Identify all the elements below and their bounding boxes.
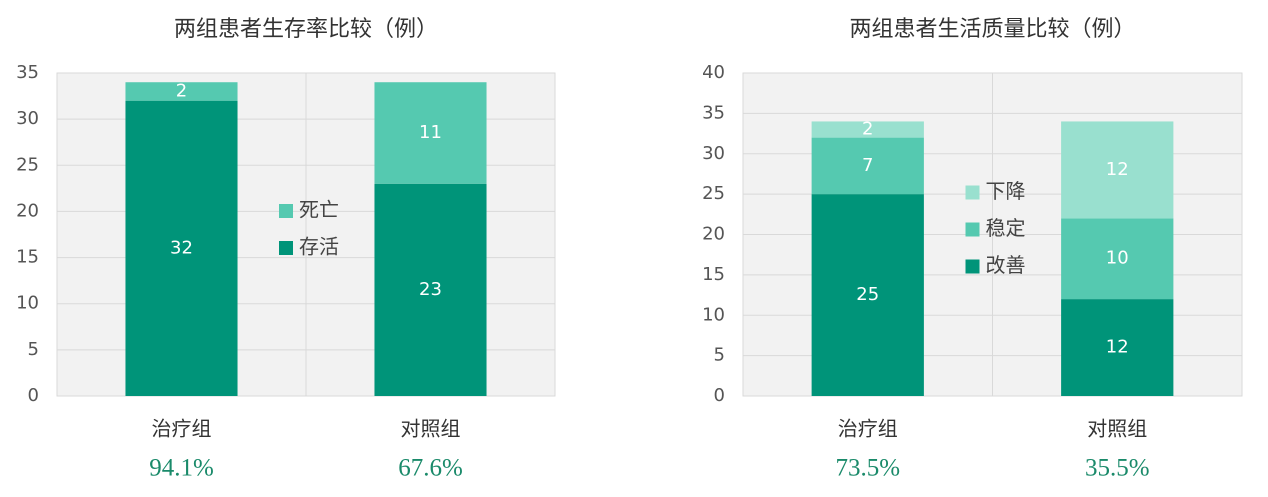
data-label: 11	[419, 122, 442, 143]
data-label: 7	[862, 155, 873, 176]
chart-title: 两组患者生存率比较（例）	[174, 17, 438, 42]
y-tick-label: 35	[702, 102, 725, 123]
y-tick-label: 15	[702, 264, 725, 285]
y-tick-label: 5	[714, 345, 725, 366]
bar-segment	[374, 183, 487, 396]
bar-segment	[811, 137, 924, 195]
y-tick-label: 5	[28, 339, 39, 360]
legend-swatch	[965, 222, 980, 237]
y-tick-label: 20	[702, 224, 725, 245]
y-tick-label: 10	[702, 304, 725, 325]
bar-segment	[1061, 218, 1174, 300]
x-tick-label: 治疗组	[838, 417, 898, 441]
data-label: 2	[176, 80, 187, 101]
data-label: 10	[1106, 248, 1129, 269]
y-tick-label: 10	[16, 293, 39, 314]
y-tick-label: 25	[702, 183, 725, 204]
legend-label: 改善	[986, 253, 1026, 277]
bar-segment	[374, 82, 487, 184]
annotation: 67.6%	[398, 455, 463, 482]
y-tick-label: 30	[702, 143, 725, 164]
bar-segment	[811, 121, 924, 138]
data-label: 23	[419, 279, 442, 300]
legend-swatch	[279, 204, 293, 218]
data-label: 2	[862, 119, 873, 140]
legend-label: 存活	[299, 235, 339, 259]
x-tick-label: 对照组	[1087, 417, 1147, 441]
y-tick-label: 15	[16, 247, 39, 268]
y-tick-label: 25	[16, 154, 39, 175]
y-tick-label: 0	[714, 385, 725, 406]
y-tick-label: 30	[16, 108, 39, 129]
annotation: 73.5%	[835, 455, 900, 482]
y-tick-label: 40	[702, 62, 725, 83]
y-tick-label: 0	[28, 385, 39, 406]
annotation: 94.1%	[149, 455, 214, 482]
legend-swatch	[279, 241, 293, 255]
bar-segment	[125, 100, 238, 396]
data-label: 25	[856, 284, 879, 305]
y-tick-label: 35	[16, 62, 39, 83]
bar-segment	[1061, 299, 1174, 396]
bar-segment	[1061, 121, 1174, 219]
legend-label: 稳定	[986, 216, 1026, 240]
bar-segment	[125, 82, 238, 101]
legend-swatch	[965, 259, 980, 274]
x-tick-label: 对照组	[401, 417, 461, 441]
data-label: 12	[1106, 337, 1129, 358]
data-label: 32	[170, 237, 193, 258]
legend-swatch	[965, 185, 980, 200]
y-tick-label: 20	[16, 200, 39, 221]
legend-label: 下降	[986, 179, 1026, 203]
x-tick-label: 治疗组	[152, 417, 212, 441]
annotation: 35.5%	[1085, 455, 1150, 482]
data-label: 12	[1106, 159, 1129, 180]
chart-title: 两组患者生活质量比较（例）	[849, 17, 1135, 42]
legend-label: 死亡	[299, 198, 339, 222]
bar-segment	[811, 194, 924, 396]
